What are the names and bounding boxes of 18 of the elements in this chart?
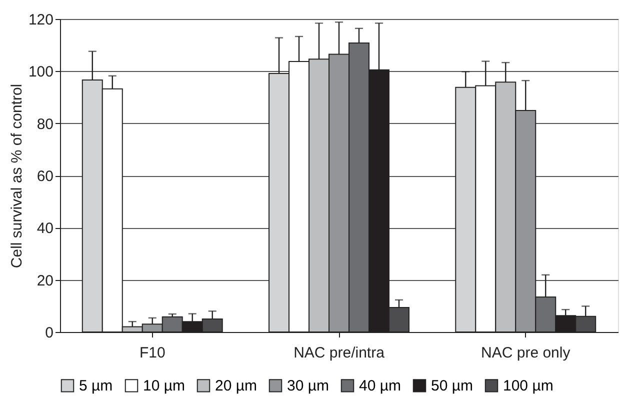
y-tick-label: 20 [36, 272, 54, 290]
y-axis-title: Cell survival as % of control [8, 84, 26, 268]
y-tick-label: 40 [36, 220, 54, 238]
x-tick-label: F10 [139, 344, 166, 362]
legend-label: 30 µm [287, 378, 329, 395]
y-tick-label: 60 [36, 168, 54, 185]
x-tick-label: NAC pre/intra [294, 344, 386, 362]
y-tick-label: 100 [28, 64, 54, 81]
legend-label: 20 µm [215, 378, 257, 395]
legend-label: 10 µm [143, 378, 185, 395]
y-tick-label: 120 [28, 12, 54, 28]
y-tick-label: 0 [45, 324, 54, 342]
legend-label: 40 µm [359, 378, 401, 395]
legend-label: 5 µm [79, 378, 113, 395]
legend-label: 50 µm [431, 378, 473, 395]
y-tick-label: 80 [36, 116, 54, 133]
legend-label: 100 µm [503, 378, 554, 395]
x-tick-label: NAC pre only [481, 344, 571, 362]
